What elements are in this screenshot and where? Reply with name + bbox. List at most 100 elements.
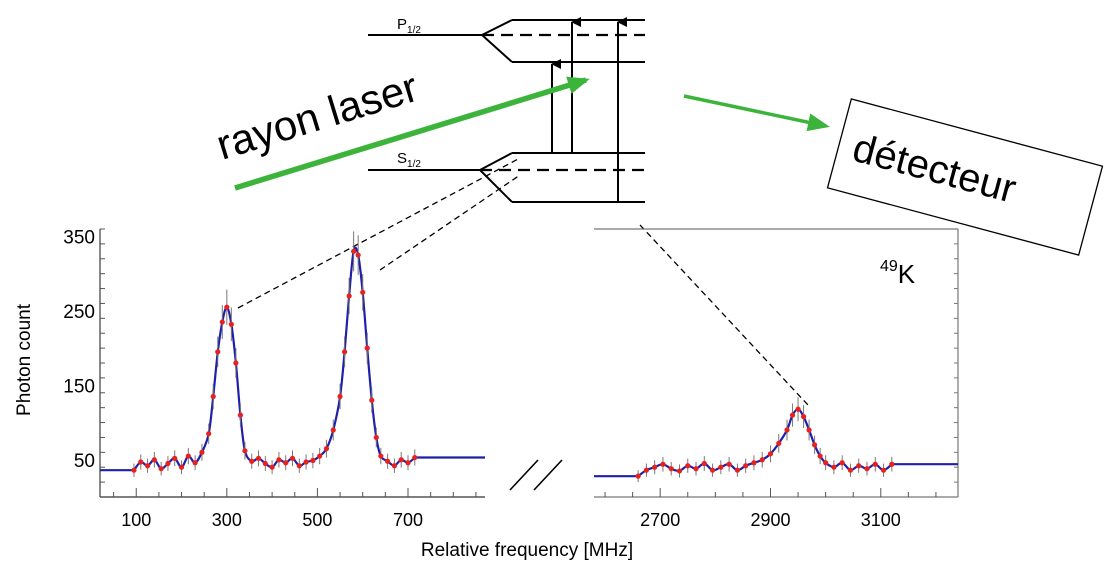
data-point [784,419,790,441]
data-point [158,461,164,476]
data-point [823,455,829,471]
point-marker [391,463,398,469]
data-point [718,460,724,475]
point-marker [215,349,221,355]
laser-label: rayon laser [211,63,423,169]
data-point [676,464,683,478]
right-x-tick-label: 2900 [750,510,790,530]
panel-right-points [635,397,895,483]
data-point [303,454,309,470]
p-split-upper [481,19,513,36]
y-tick-label: 150 [63,376,95,397]
point-marker [228,321,234,327]
point-marker [784,427,790,433]
point-marker [364,345,370,351]
point-marker [355,252,361,258]
point-marker [823,460,829,466]
point-marker [743,463,749,469]
point-marker [131,467,137,473]
axis-break-slash-1 [509,459,539,491]
point-marker [709,467,716,473]
point-marker [847,467,854,473]
point-marker [296,463,302,469]
axis-break-slash-2 [533,459,563,491]
s-split-upper [479,152,513,171]
detector: détecteur [683,94,1104,256]
data-point [847,463,854,477]
data-point [643,463,649,477]
right-fit-curve [594,408,958,478]
point-marker [767,451,774,457]
point-marker [795,406,801,412]
panel-left-ticks: 100 300 500 700 50 150 250 350 [63,227,477,530]
point-marker [165,460,171,467]
data-point [289,450,296,467]
data-point [364,332,370,364]
data-point [255,450,262,467]
point-marker [172,455,178,461]
left-x-tick-label: 300 [212,510,242,530]
data-point [262,456,268,471]
energy-level-diagram: P1/2 S1/2 [237,16,809,406]
point-marker [872,461,878,467]
data-point [743,458,749,473]
axis-break-symbol [509,459,563,491]
point-marker [398,457,404,463]
data-point [219,305,225,339]
point-marker [751,460,757,466]
point-marker [718,464,724,470]
data-point [685,458,691,473]
point-marker [726,461,732,467]
point-marker [412,454,418,461]
point-marker [806,427,812,433]
y-axis-label: Photon count [14,303,35,416]
data-point [373,427,379,448]
data-point [660,456,666,472]
point-marker [856,463,862,469]
point-marker [317,453,323,459]
point-marker [685,463,691,469]
point-marker [262,460,268,467]
point-marker [255,455,262,461]
data-point [864,461,870,476]
point-marker [192,460,198,466]
point-marker [880,467,887,473]
point-marker [864,466,870,472]
data-point [269,460,275,475]
point-marker [817,453,823,459]
data-point [249,453,255,469]
point-marker [158,466,164,472]
data-point [880,463,887,477]
data-point [806,419,812,441]
left-x-tick-label: 100 [121,510,151,530]
point-marker [310,457,316,464]
point-marker [660,461,666,467]
point-marker [341,349,348,355]
right-x-tick-label: 3100 [861,510,901,530]
point-marker [269,464,275,470]
s-level-label: S1/2 [397,150,421,170]
point-marker [652,464,658,470]
left-fit-curve [100,246,485,472]
point-marker [206,431,212,437]
point-marker [151,457,157,463]
point-marker [210,393,216,400]
point-marker [635,473,641,479]
x-axis-label: Relative frequency [MHz] [421,540,633,561]
data-point [839,455,845,471]
point-marker [346,293,352,299]
data-point [131,463,137,477]
point-marker [199,449,205,455]
data-point [151,451,157,468]
point-marker [889,461,895,467]
point-marker [373,434,379,441]
data-point [330,419,336,441]
point-marker [351,248,357,254]
data-point [296,458,302,473]
laser-arrow [234,76,590,191]
s-split-lower [479,169,513,203]
data-point [831,460,837,475]
point-marker [405,460,411,466]
data-point [889,456,895,472]
data-point [210,383,216,410]
